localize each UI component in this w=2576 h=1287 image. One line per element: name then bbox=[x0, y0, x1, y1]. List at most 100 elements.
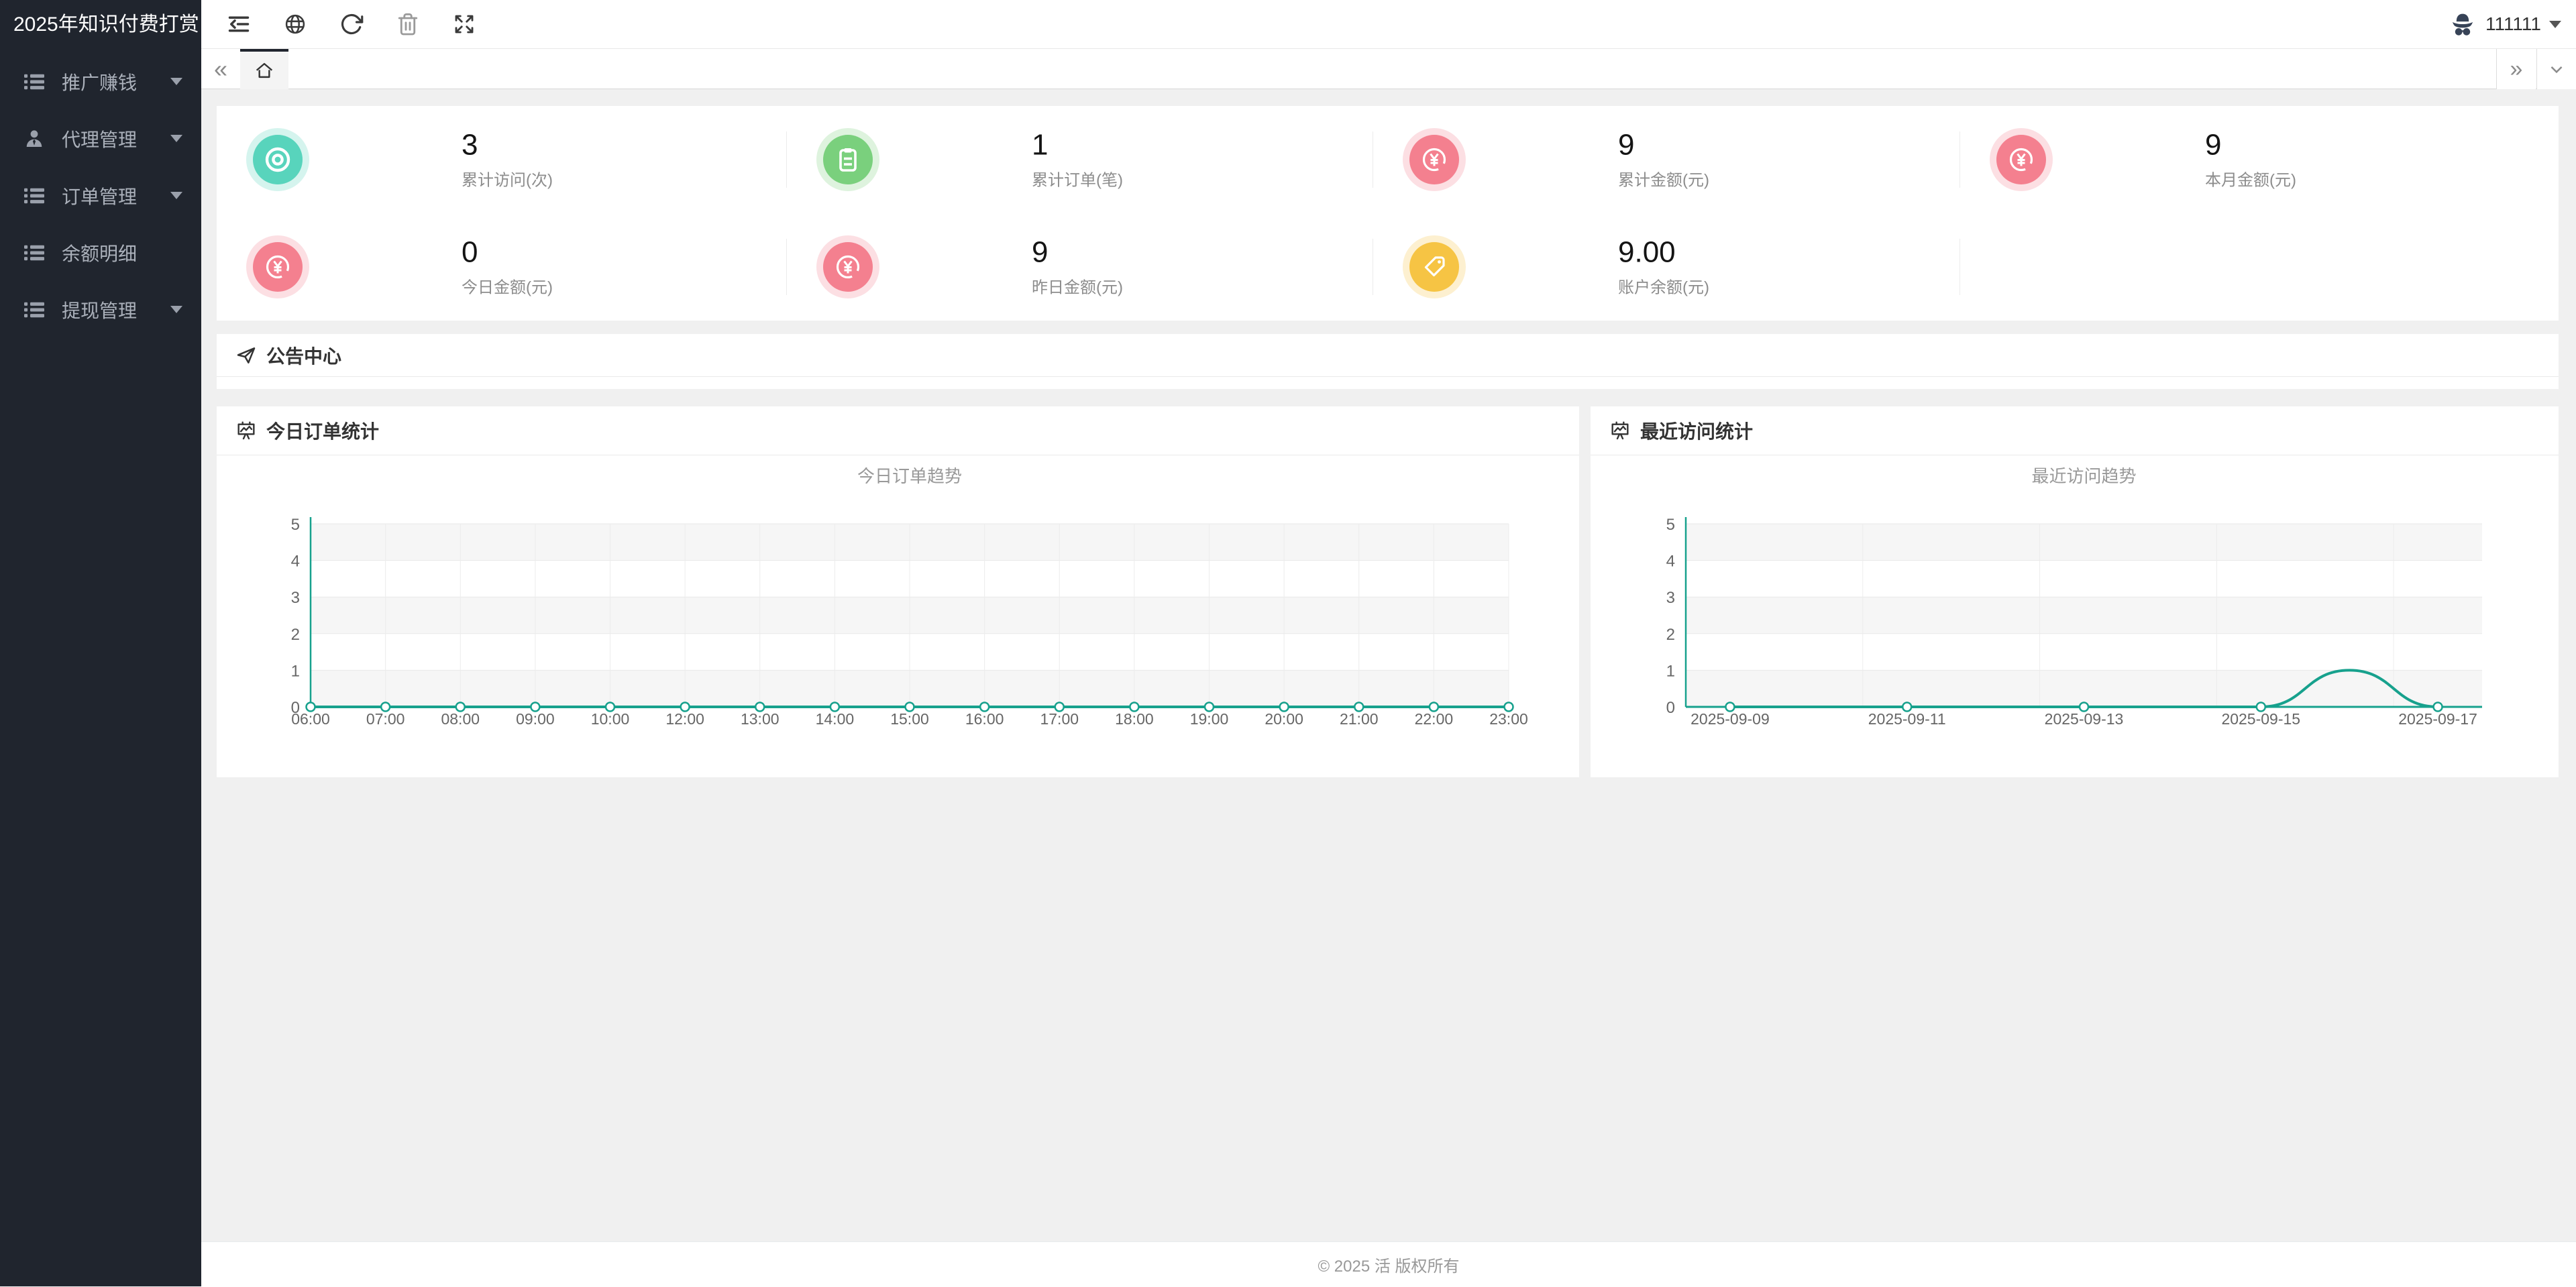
svg-text:2: 2 bbox=[291, 626, 300, 644]
svg-text:5: 5 bbox=[291, 516, 300, 534]
sidebar-item-orders[interactable]: 订单管理 bbox=[0, 167, 201, 224]
svg-text:最近访问趋势: 最近访问趋势 bbox=[2031, 466, 2136, 486]
svg-text:1: 1 bbox=[1666, 662, 1675, 680]
footer: © 2025 活 版权所有 bbox=[201, 1241, 2576, 1287]
notice-panel: 公告中心 bbox=[217, 334, 2559, 389]
stat-card-today-amount: 0 今日金额(元) bbox=[217, 213, 787, 321]
caret-down-icon bbox=[2549, 21, 2561, 28]
target-icon bbox=[246, 128, 309, 191]
stat-card-account-balance: 9.00 账户余额(元) bbox=[1373, 213, 1960, 321]
stat-label: 本月金额(元) bbox=[2205, 167, 2296, 190]
svg-text:今日订单趋势: 今日订单趋势 bbox=[857, 466, 962, 486]
stats-grid: 3 累计访问(次) 1 累计订单(笔) 9 累计金额(元) bbox=[217, 106, 2559, 321]
stat-card-total-amount: 9 累计金额(元) bbox=[1373, 106, 1960, 213]
notice-header: 公告中心 bbox=[217, 334, 2559, 377]
home-icon bbox=[254, 60, 275, 81]
stat-text: 0 今日金额(元) bbox=[462, 236, 553, 297]
svg-text:21:00: 21:00 bbox=[1340, 710, 1379, 728]
list-icon bbox=[24, 72, 44, 92]
tabbar: « » bbox=[201, 49, 2576, 89]
chevrons-right-icon[interactable]: » bbox=[2496, 49, 2536, 89]
stat-card-month-amount: 9 本月金额(元) bbox=[1960, 106, 2559, 213]
orders-chart-title: 今日订单统计 bbox=[266, 417, 379, 444]
stat-card-total-orders: 1 累计订单(笔) bbox=[787, 106, 1373, 213]
caret-down-icon bbox=[170, 78, 182, 85]
svg-text:16:00: 16:00 bbox=[965, 710, 1004, 728]
stat-text: 1 累计订单(笔) bbox=[1032, 129, 1123, 190]
svg-text:2025-09-09: 2025-09-09 bbox=[1690, 710, 1770, 728]
globe-icon[interactable] bbox=[276, 5, 314, 43]
svg-text:2025-09-15: 2025-09-15 bbox=[2221, 710, 2300, 728]
svg-text:18:00: 18:00 bbox=[1115, 710, 1154, 728]
stat-value: 0 bbox=[462, 236, 553, 268]
stat-text: 9 昨日金额(元) bbox=[1032, 236, 1123, 297]
svg-text:15:00: 15:00 bbox=[890, 710, 929, 728]
stat-label: 今日金额(元) bbox=[462, 274, 553, 298]
svg-text:06:00: 06:00 bbox=[291, 710, 330, 728]
sidebar-item-agents[interactable]: 代理管理 bbox=[0, 110, 201, 167]
refresh-icon[interactable] bbox=[333, 5, 370, 43]
sidebar-item-withdraw[interactable]: 提现管理 bbox=[0, 281, 201, 338]
caret-down-icon bbox=[170, 306, 182, 313]
sidebar-item-label: 推广赚钱 bbox=[62, 68, 137, 95]
orders-chart-header: 今日订单统计 bbox=[217, 406, 1579, 455]
svg-text:08:00: 08:00 bbox=[441, 710, 480, 728]
user-icon bbox=[24, 129, 44, 149]
svg-text:4: 4 bbox=[1666, 553, 1675, 571]
caret-down-icon bbox=[170, 135, 182, 142]
svg-text:13:00: 13:00 bbox=[741, 710, 780, 728]
stat-value: 9 bbox=[2205, 129, 2296, 161]
user-secret-icon bbox=[2448, 9, 2477, 39]
sidebar-item-label: 余额明细 bbox=[62, 239, 137, 266]
stat-value: 9 bbox=[1618, 129, 1709, 161]
yen-circle-icon bbox=[1990, 128, 2053, 191]
stat-text: 3 累计访问(次) bbox=[462, 129, 553, 190]
copyright-text: © 2025 活 版权所有 bbox=[1318, 1253, 1459, 1276]
app-title: 2025年知识付费打赏 bbox=[0, 0, 201, 49]
main-content: 3 累计访问(次) 1 累计订单(笔) 9 累计金额(元) bbox=[201, 90, 2576, 1286]
chevron-down-icon[interactable] bbox=[2536, 49, 2576, 89]
tag-icon bbox=[1403, 235, 1466, 298]
stat-text: 9 本月金额(元) bbox=[2205, 129, 2296, 190]
tab-home[interactable] bbox=[240, 49, 288, 89]
svg-text:2025-09-13: 2025-09-13 bbox=[2045, 710, 2124, 728]
notice-body bbox=[217, 377, 2559, 388]
svg-text:12:00: 12:00 bbox=[665, 710, 704, 728]
username: 111111 bbox=[2485, 13, 2541, 35]
yen-circle-icon bbox=[1403, 128, 1466, 191]
svg-text:3: 3 bbox=[1666, 589, 1675, 607]
svg-text:5: 5 bbox=[1666, 516, 1675, 534]
clipboard-icon bbox=[816, 128, 879, 191]
caret-down-icon bbox=[170, 192, 182, 199]
visits-chart-header: 最近访问统计 bbox=[1591, 406, 2559, 455]
menu-fold-icon[interactable] bbox=[220, 5, 258, 43]
svg-text:17:00: 17:00 bbox=[1040, 710, 1079, 728]
sidebar-item-promote[interactable]: 推广赚钱 bbox=[0, 53, 201, 110]
trash-icon[interactable] bbox=[389, 5, 427, 43]
svg-text:2025-09-17: 2025-09-17 bbox=[2398, 710, 2477, 728]
stat-label: 累计金额(元) bbox=[1618, 167, 1709, 190]
paper-plane-icon bbox=[235, 345, 266, 366]
stat-label: 账户余额(元) bbox=[1618, 274, 1709, 298]
sidebar-item-label: 订单管理 bbox=[62, 182, 137, 209]
user-menu[interactable]: 111111 bbox=[2448, 9, 2576, 39]
svg-text:0: 0 bbox=[1666, 699, 1675, 717]
svg-text:07:00: 07:00 bbox=[366, 710, 405, 728]
list-icon bbox=[24, 186, 44, 206]
fullscreen-icon[interactable] bbox=[445, 5, 483, 43]
yen-circle-icon bbox=[816, 235, 879, 298]
svg-text:22:00: 22:00 bbox=[1415, 710, 1454, 728]
stat-text: 9.00 账户余额(元) bbox=[1618, 236, 1709, 297]
chart-board-icon bbox=[235, 420, 266, 441]
stats-panel: 3 累计访问(次) 1 累计订单(笔) 9 累计金额(元) bbox=[217, 106, 2559, 321]
sidebar-item-balance-detail[interactable]: 余额明细 bbox=[0, 224, 201, 281]
stat-value: 1 bbox=[1032, 129, 1123, 161]
stat-label: 昨日金额(元) bbox=[1032, 274, 1123, 298]
stat-label: 累计订单(笔) bbox=[1032, 167, 1123, 190]
svg-text:2: 2 bbox=[1666, 626, 1675, 644]
visits-chart-title: 最近访问统计 bbox=[1640, 417, 1753, 444]
stat-label: 累计访问(次) bbox=[462, 167, 553, 190]
svg-text:19:00: 19:00 bbox=[1190, 710, 1229, 728]
chevrons-left-icon[interactable]: « bbox=[201, 49, 240, 89]
